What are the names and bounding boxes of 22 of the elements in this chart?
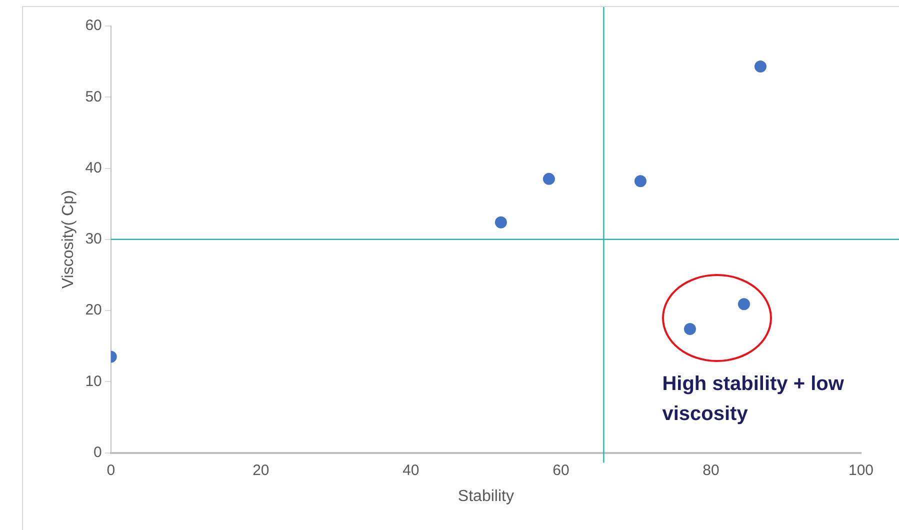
y-tick-label: 10 [85, 372, 102, 390]
x-tick-label: 40 [402, 462, 420, 479]
y-tick-label: 60 [85, 17, 102, 34]
x-axis-title: Stability [458, 488, 514, 505]
y-tick-label: 50 [85, 88, 102, 106]
point [494, 216, 507, 228]
y-tick-label: 30 [85, 230, 102, 248]
y-tick-label: 20 [85, 302, 102, 319]
x-tick-label: 100 [848, 462, 874, 479]
x-tick-label: 0 [106, 462, 116, 479]
y-axis-title: Viscosity( Cp) [60, 190, 78, 289]
point [738, 298, 750, 310]
y-tick-label: 0 [94, 444, 102, 461]
point [634, 175, 646, 188]
y-tick-label: 40 [85, 159, 102, 176]
point [542, 172, 555, 185]
point [684, 323, 696, 336]
x-tick-label: 60 [552, 462, 570, 479]
point [754, 60, 766, 73]
x-tick-label: 20 [252, 462, 270, 479]
x-tick-label: 80 [702, 462, 720, 479]
annotation: High stability + low viscosity [662, 373, 844, 425]
